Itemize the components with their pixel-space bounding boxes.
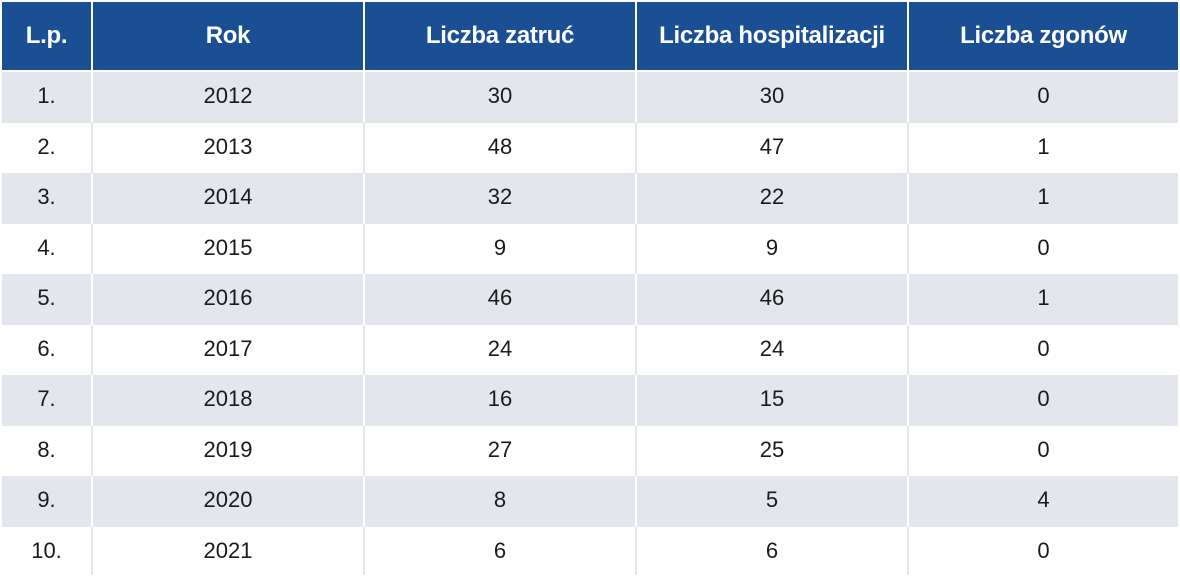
cell-year: 2012	[92, 70, 365, 122]
column-header-year: Rok	[92, 2, 365, 71]
cell-deaths: 4	[908, 474, 1178, 526]
cell-poisonings: 6	[364, 524, 637, 575]
cell-hospitalizations: 24	[636, 322, 909, 374]
cell-year: 2020	[92, 474, 365, 526]
table-header-row: L.p. Rok Liczba zatruć Liczba hospitaliz…	[2, 2, 1178, 71]
table-row: 9. 2020 8 5 4	[2, 474, 1178, 526]
column-header-hospitalizations: Liczba hospitalizacji	[636, 2, 909, 71]
cell-lp: 5.	[2, 272, 93, 324]
column-header-poisonings: Liczba zatruć	[364, 2, 637, 71]
column-header-deaths: Liczba zgonów	[908, 2, 1178, 71]
cell-deaths: 1	[908, 272, 1178, 324]
cell-poisonings: 16	[364, 373, 637, 425]
cell-poisonings: 32	[364, 171, 637, 223]
cell-hospitalizations: 30	[636, 70, 909, 122]
cell-lp: 2.	[2, 120, 93, 172]
cell-year: 2018	[92, 373, 365, 425]
table-row: 8. 2019 27 25 0	[2, 423, 1178, 475]
cell-deaths: 0	[908, 70, 1178, 122]
cell-poisonings: 48	[364, 120, 637, 172]
cell-hospitalizations: 5	[636, 474, 909, 526]
cell-lp: 7.	[2, 373, 93, 425]
cell-lp: 4.	[2, 221, 93, 273]
table-row: 10. 2021 6 6 0	[2, 524, 1178, 575]
cell-poisonings: 30	[364, 70, 637, 122]
cell-year: 2015	[92, 221, 365, 273]
cell-deaths: 1	[908, 120, 1178, 172]
cell-year: 2021	[92, 524, 365, 575]
table-row: 6. 2017 24 24 0	[2, 322, 1178, 374]
cell-deaths: 0	[908, 221, 1178, 273]
cell-lp: 10.	[2, 524, 93, 575]
cell-deaths: 1	[908, 171, 1178, 223]
cell-lp: 3.	[2, 171, 93, 223]
cell-year: 2019	[92, 423, 365, 475]
cell-deaths: 0	[908, 423, 1178, 475]
cell-deaths: 0	[908, 322, 1178, 374]
cell-lp: 9.	[2, 474, 93, 526]
cell-hospitalizations: 9	[636, 221, 909, 273]
cell-poisonings: 46	[364, 272, 637, 324]
cell-hospitalizations: 25	[636, 423, 909, 475]
table-row: 7. 2018 16 15 0	[2, 373, 1178, 425]
cell-year: 2016	[92, 272, 365, 324]
cell-hospitalizations: 47	[636, 120, 909, 172]
table-row: 2. 2013 48 47 1	[2, 120, 1178, 172]
table-row: 3. 2014 32 22 1	[2, 171, 1178, 223]
column-header-lp: L.p.	[2, 2, 93, 71]
cell-year: 2014	[92, 171, 365, 223]
cell-year: 2013	[92, 120, 365, 172]
table-row: 5. 2016 46 46 1	[2, 272, 1178, 324]
table-body: 1. 2012 30 30 0 2. 2013 48 47 1 3. 2014 32 22 1 4. 2015 9…	[2, 70, 1178, 575]
cell-poisonings: 27	[364, 423, 637, 475]
cell-hospitalizations: 15	[636, 373, 909, 425]
cell-lp: 8.	[2, 423, 93, 475]
cell-deaths: 0	[908, 373, 1178, 425]
cell-year: 2017	[92, 322, 365, 374]
cell-lp: 1.	[2, 70, 93, 122]
cell-lp: 6.	[2, 322, 93, 374]
cell-poisonings: 8	[364, 474, 637, 526]
cell-poisonings: 24	[364, 322, 637, 374]
cell-hospitalizations: 46	[636, 272, 909, 324]
cell-poisonings: 9	[364, 221, 637, 273]
cell-hospitalizations: 6	[636, 524, 909, 575]
table-row: 1. 2012 30 30 0	[2, 70, 1178, 122]
cell-hospitalizations: 22	[636, 171, 909, 223]
cell-deaths: 0	[908, 524, 1178, 575]
table-row: 4. 2015 9 9 0	[2, 221, 1178, 273]
